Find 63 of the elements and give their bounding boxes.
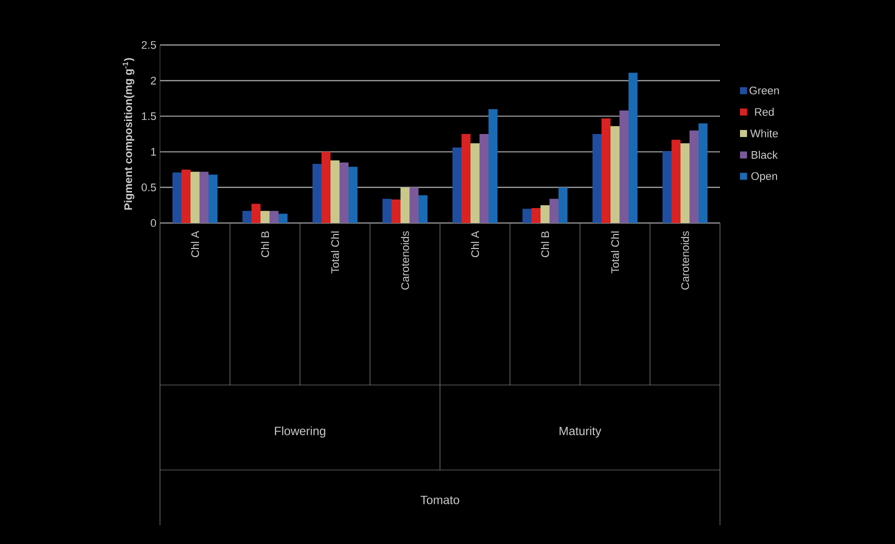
- bar: [322, 152, 331, 223]
- bar: [382, 198, 392, 223]
- bar: [182, 170, 190, 223]
- y-tick-label: 0: [150, 219, 156, 227]
- bar: [278, 214, 288, 223]
- bar: [462, 134, 470, 223]
- y-tick-label: 2: [150, 76, 156, 84]
- bar: [480, 134, 489, 223]
- bar: [260, 210, 270, 223]
- bar: [550, 198, 558, 223]
- bar: [270, 210, 278, 223]
- text: Flowering: [274, 426, 326, 438]
- bar: [392, 200, 400, 223]
- bar: [418, 195, 428, 223]
- x-tick-label: Chl A: [470, 230, 480, 258]
- bar: [602, 118, 611, 223]
- bar: [620, 110, 628, 223]
- x-tick-label: Total Chl: [610, 232, 620, 274]
- legend-label: Black: [752, 150, 778, 159]
- bar: [698, 123, 708, 223]
- text: Maturity: [560, 426, 602, 438]
- bar: [312, 164, 322, 223]
- bar: [330, 160, 340, 223]
- bar: [540, 205, 550, 223]
- bar: [610, 126, 620, 223]
- bar: [410, 187, 419, 223]
- y-tick-label: 2.5: [142, 41, 156, 49]
- bar: [208, 174, 218, 223]
- y-tick-label: 1.5: [142, 112, 156, 120]
- legend-label: Red: [755, 108, 774, 116]
- x-tick-label: Carotenoids: [680, 231, 690, 290]
- legend-label: Green: [750, 86, 779, 94]
- bar: [628, 72, 638, 223]
- legend-label: Open: [751, 172, 778, 182]
- bar: [558, 187, 568, 223]
- bar: [690, 130, 699, 223]
- bar: [522, 208, 532, 223]
- y-tick-label: 0.5: [142, 184, 156, 192]
- bar: [340, 162, 349, 223]
- bar: [680, 143, 690, 223]
- legend-label: White: [750, 129, 778, 138]
- bar: [488, 109, 498, 223]
- bar: [672, 140, 681, 223]
- x-tick-label: Carotenoids: [400, 231, 410, 290]
- x-tick-label: Chl A: [190, 230, 200, 258]
- y-tick-label: 1: [151, 148, 156, 156]
- bar: [400, 187, 410, 223]
- bar: [190, 172, 200, 223]
- bar: [592, 134, 602, 223]
- bar: [348, 166, 358, 223]
- bar: [172, 172, 182, 223]
- text: Tomato: [420, 496, 460, 504]
- bar: [200, 172, 208, 223]
- bar: [662, 151, 672, 223]
- bar: [452, 148, 462, 223]
- bar: [532, 208, 540, 223]
- y-axis-title: Pigment composition(mg g$^{-1}$): [122, 58, 134, 210]
- x-tick-label: Chl B: [260, 231, 270, 258]
- bar: [252, 204, 261, 223]
- bar: [242, 210, 252, 223]
- x-tick-label: Chl B: [540, 231, 550, 258]
- bar: [470, 143, 480, 223]
- x-tick-label: Total Chl: [330, 232, 340, 274]
